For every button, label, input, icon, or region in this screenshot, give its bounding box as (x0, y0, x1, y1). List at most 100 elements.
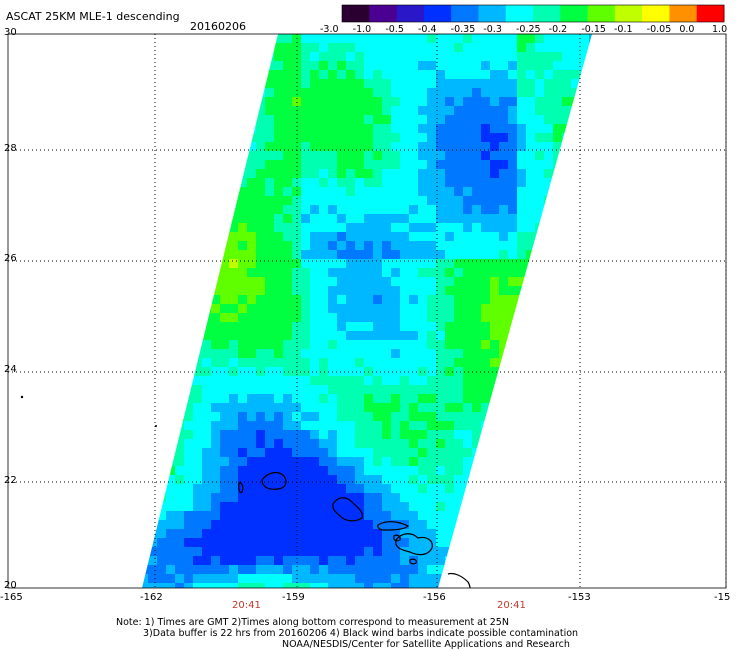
swath-cell (238, 376, 247, 385)
swath-cell (301, 142, 310, 151)
swath-cell (175, 70, 184, 79)
swath-cell (238, 70, 247, 79)
swath-cell (142, 349, 148, 358)
swath-cell (418, 205, 427, 214)
swath-cell (508, 97, 517, 106)
swath-cell (499, 268, 508, 277)
swath-cell (310, 250, 319, 259)
swath-cell (310, 475, 319, 484)
swath-cell (142, 160, 148, 169)
swath-cell (193, 88, 202, 97)
swath-cell (193, 34, 202, 43)
swath-cell (472, 439, 481, 448)
swath-cell (517, 295, 526, 304)
swath-cell (445, 493, 454, 502)
swath-cell (310, 502, 319, 511)
swath-cell (337, 79, 346, 88)
swath-cell (454, 583, 463, 588)
swath-cell (166, 403, 175, 412)
swath-cell (499, 88, 508, 97)
swath-cell (481, 493, 490, 502)
swath-cell (328, 349, 337, 358)
swath-cell (589, 187, 592, 196)
swath-cell (166, 205, 175, 214)
swath-cell (472, 178, 481, 187)
swath-cell (562, 439, 571, 448)
swath-cell (148, 70, 157, 79)
swath-cell (337, 61, 346, 70)
swath-cell (562, 385, 571, 394)
swath-cell (571, 385, 580, 394)
swath-cell (418, 349, 427, 358)
swath-cell (544, 232, 553, 241)
swath-cell (472, 205, 481, 214)
swath-cell (436, 538, 445, 547)
swath-cell (148, 556, 157, 565)
swath-cell (184, 79, 193, 88)
lon-label-159: -159 (282, 592, 305, 603)
swath-cell (517, 286, 526, 295)
swath-cell (409, 520, 418, 529)
swath-cell (409, 295, 418, 304)
swath-cell (481, 178, 490, 187)
swath-cell (580, 502, 589, 511)
swath-cell (400, 547, 409, 556)
swath-cell (427, 142, 436, 151)
swath-cell (544, 97, 553, 106)
swath-cell (328, 475, 337, 484)
swath-cell (481, 322, 490, 331)
swath-cell (580, 403, 589, 412)
swath-cell (571, 250, 580, 259)
swath-cell (220, 565, 229, 574)
swath-cell (562, 322, 571, 331)
swath-cell (517, 259, 526, 268)
swath-cell (319, 484, 328, 493)
swath-cell (220, 214, 229, 223)
swath-cell (211, 313, 220, 322)
swath-cell (382, 322, 391, 331)
swath-cell (454, 313, 463, 322)
swath-cell (301, 574, 310, 583)
swath-cell (418, 214, 427, 223)
swath-cell (229, 70, 238, 79)
swath-cell (508, 106, 517, 115)
swath-cell (229, 187, 238, 196)
swath-cell (580, 574, 589, 583)
swath-cell (544, 448, 553, 457)
swath-cell (373, 196, 382, 205)
swath-cell (454, 511, 463, 520)
swath-cell (508, 52, 517, 61)
swath-cell (571, 583, 580, 588)
swath-cell (355, 394, 364, 403)
swath-cell (142, 475, 148, 484)
swath-cell (598, 214, 607, 223)
swath-cell (472, 394, 481, 403)
swath-cell (364, 52, 373, 61)
swath-cell (202, 322, 211, 331)
swath-cell (238, 295, 247, 304)
swath-cell (445, 448, 454, 457)
swath-cell (562, 61, 571, 70)
swath-cell (364, 565, 373, 574)
swath-cell (346, 322, 355, 331)
swath-cell (238, 304, 247, 313)
swath-cell (598, 268, 607, 277)
swath-cell (130, 304, 139, 313)
swath-cell (445, 295, 454, 304)
swath-cell (589, 583, 592, 588)
swath-cell (229, 160, 238, 169)
swath-cell (535, 34, 544, 43)
swath-cell (508, 538, 517, 547)
swath-cell (463, 448, 472, 457)
swath-cell (202, 268, 211, 277)
swath-cell (238, 196, 247, 205)
swath-cell (274, 277, 283, 286)
swath-cell (508, 142, 517, 151)
swath-cell (589, 160, 592, 169)
swath-cell (184, 439, 193, 448)
swath-cell (247, 448, 256, 457)
swath-cell (346, 277, 355, 286)
swath-cell (454, 448, 463, 457)
swath-cell (598, 70, 607, 79)
swath-cell (193, 556, 202, 565)
